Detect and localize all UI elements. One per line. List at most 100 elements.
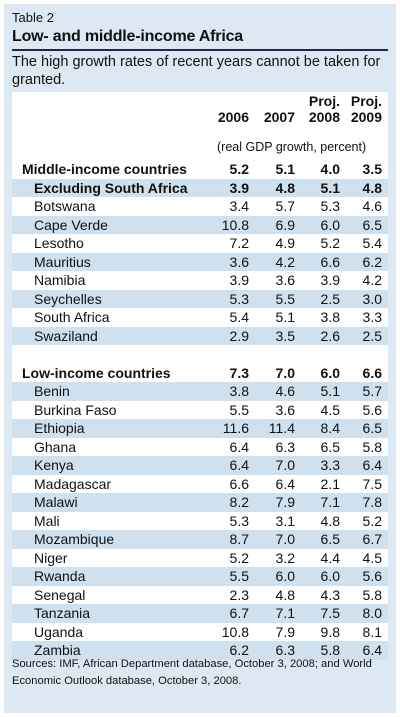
table-row: Senegal 2.3 4.8 4.3 5.8 (12, 586, 388, 605)
row-label: Uganda (34, 623, 84, 640)
value-cell: 5.5 (275, 290, 295, 307)
value-cell: 7.1 (275, 605, 295, 621)
column-header-prefix: Proj. (350, 93, 382, 109)
value-cell: 5.2 (362, 512, 382, 529)
column-header-year: 2009 (350, 109, 382, 125)
table-number: Table 2 (12, 10, 54, 25)
data-table: Proj. Proj. 2006 2007 2008 2009 (real GD… (12, 92, 388, 660)
value-cell: 3.4 (229, 198, 249, 214)
value-cell: 5.3 (229, 290, 249, 307)
value-cell: 6.4 (362, 642, 382, 658)
table-subtitle: The high growth rates of recent years ca… (12, 54, 381, 88)
value-cell: 5.8 (362, 438, 382, 455)
table-row: Lesotho 7.2 4.9 5.2 5.4 (12, 234, 388, 253)
row-label: Zambia (34, 642, 81, 658)
value-cell: 6.4 (229, 438, 249, 455)
table-row: Tanzania 6.7 7.1 7.5 8.0 (12, 604, 388, 623)
value-cell: 3.9 (229, 179, 249, 196)
row-label: Niger (34, 549, 68, 566)
value-cell: 4.8 (320, 512, 340, 529)
value-cell: 6.2 (229, 642, 249, 658)
row-label: Namibia (34, 272, 86, 288)
value-cell: 4.9 (275, 235, 295, 251)
value-cell: 6.3 (275, 438, 295, 455)
value-cell: 7.0 (275, 457, 295, 473)
row-label: Rwanda (34, 568, 86, 584)
value-cell: 9.8 (320, 623, 340, 640)
value-cell: 3.1 (275, 512, 295, 529)
value-cell: 3.9 (229, 272, 249, 288)
title-divider (12, 49, 388, 51)
value-cell: 2.1 (320, 475, 340, 492)
value-cell: 6.0 (320, 568, 340, 584)
value-cell: 6.6 (362, 364, 382, 381)
value-cell: 5.8 (362, 586, 382, 603)
value-cell: 3.0 (362, 290, 382, 307)
value-cell: 5.6 (362, 568, 382, 584)
value-cell: 5.7 (362, 383, 382, 399)
table-row: Burkina Faso 5.5 3.6 4.5 5.6 (12, 401, 388, 420)
value-cell: 5.2 (229, 161, 249, 177)
value-cell: 6.4 (229, 457, 249, 473)
table-row: Uganda 10.8 7.9 9.8 8.1 (12, 623, 388, 642)
value-cell: 7.3 (229, 364, 249, 381)
value-cell: 10.8 (221, 216, 249, 233)
value-cell: 2.5 (362, 327, 382, 344)
value-cell: 7.1 (320, 494, 340, 510)
value-cell: 6.0 (320, 216, 340, 233)
value-cell: 5.5 (229, 568, 249, 584)
value-cell: 6.7 (362, 531, 382, 547)
value-cell: 7.8 (362, 494, 382, 510)
table-row-subgroup: Excluding South Africa 3.9 4.8 5.1 4.8 (12, 178, 388, 197)
value-cell: 5.1 (275, 309, 295, 325)
value-cell: 2.6 (320, 327, 340, 344)
row-label: Senegal (34, 586, 86, 603)
value-cell: 5.3 (229, 512, 249, 529)
value-cell: 5.4 (362, 235, 382, 251)
table-row: Swaziland 2.9 3.5 2.6 2.5 (12, 326, 388, 345)
table-row-group: Middle-income countries 5.2 5.1 4.0 3.5 (12, 160, 388, 179)
table-row: Kenya 6.4 7.0 3.3 6.4 (12, 456, 388, 475)
table-panel: Table 2 Low- and middle-income Africa Th… (4, 4, 396, 713)
row-label: Ghana (34, 438, 77, 455)
table-row: Benin 3.8 4.6 5.1 5.7 (12, 382, 388, 401)
row-label: Mauritius (34, 253, 91, 270)
value-cell: 4.4 (320, 549, 340, 566)
row-label: South Africa (34, 309, 110, 325)
value-cell: 8.2 (229, 494, 249, 510)
value-cell: 4.6 (362, 198, 382, 214)
value-cell: 6.0 (320, 364, 340, 381)
value-cell: 3.3 (362, 309, 382, 325)
value-cell: 6.4 (275, 475, 295, 492)
table-row: Malawi 8.2 7.9 7.1 7.8 (12, 493, 388, 512)
value-cell: 4.5 (320, 401, 340, 418)
value-cell: 5.5 (229, 401, 249, 418)
value-cell: 6.6 (320, 253, 340, 270)
row-label: Benin (34, 383, 70, 399)
value-cell: 5.2 (229, 549, 249, 566)
column-header-year: 2006 (217, 109, 249, 125)
value-cell: 3.8 (320, 309, 340, 325)
value-cell: 3.6 (229, 253, 249, 270)
value-cell: 4.0 (320, 161, 340, 177)
value-cell: 4.2 (362, 272, 382, 288)
value-cell: 3.3 (320, 457, 340, 473)
value-cell: 4.8 (275, 179, 295, 196)
value-cell: 8.7 (229, 531, 249, 547)
table-row: Seychelles 5.3 5.5 2.5 3.0 (12, 289, 388, 308)
table-row: Botswana 3.4 5.7 5.3 4.6 (12, 197, 388, 216)
units-note: (real GDP growth, percent) (217, 140, 367, 154)
table-row: Cape Verde 10.8 6.9 6.0 6.5 (12, 215, 388, 234)
value-cell: 2.3 (229, 586, 249, 603)
column-header-prefix: Proj. (308, 93, 340, 109)
table-row: Rwanda 5.5 6.0 6.0 5.6 (12, 567, 388, 586)
table-row: Mozambique 8.7 7.0 6.5 6.7 (12, 530, 388, 549)
value-cell: 6.0 (275, 568, 295, 584)
value-cell: 5.8 (320, 642, 340, 658)
value-cell: 6.7 (229, 605, 249, 621)
value-cell: 2.5 (320, 290, 340, 307)
row-label: Ethiopia (34, 420, 85, 436)
table-row: South Africa 5.4 5.1 3.8 3.3 (12, 308, 388, 327)
row-label: Kenya (34, 457, 74, 473)
value-cell: 3.9 (320, 272, 340, 288)
